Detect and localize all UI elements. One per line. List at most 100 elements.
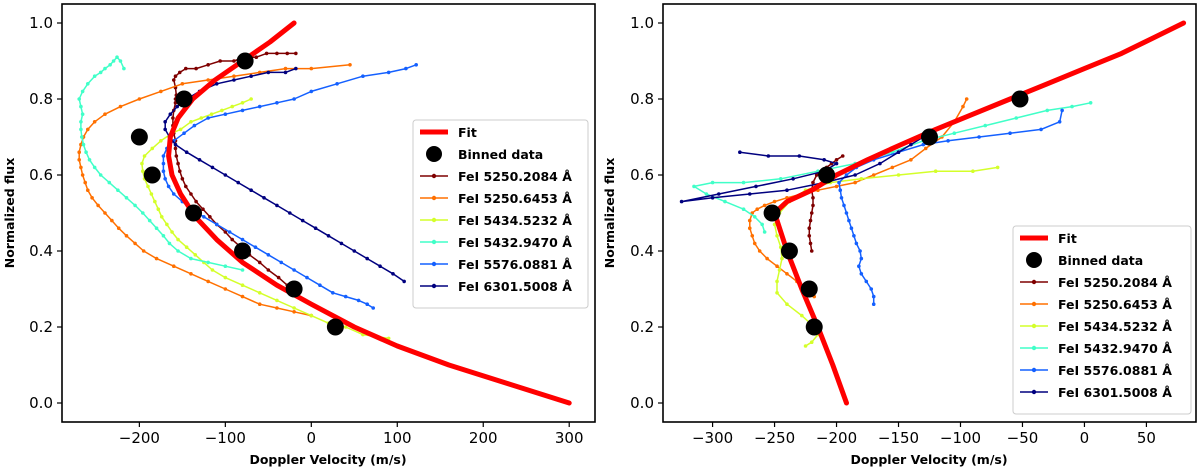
right-series-fe-5250-2084-point bbox=[808, 241, 813, 246]
right-series-fe-5434-5232-point bbox=[803, 344, 808, 348]
left-legend-fe-6301-5008-marker bbox=[431, 283, 437, 289]
left-series-fe-5434-5232-point bbox=[199, 116, 204, 120]
right-binned-point bbox=[921, 128, 938, 146]
right-series-fe-5576-0881-point bbox=[1057, 120, 1062, 124]
left-series-fe-5250-6453-point bbox=[159, 89, 163, 94]
left-series-fe-5250-2084-point bbox=[177, 70, 182, 75]
right-x-tick-label: −150 bbox=[878, 429, 919, 447]
left-series-fe-5432-9470-point bbox=[79, 135, 84, 139]
left-x-axis-label: Doppler Velocity (m/s) bbox=[249, 452, 406, 467]
left-series-fe-5434-5232-line bbox=[141, 98, 389, 340]
left-legend-label: FeI 5432.9470 Å bbox=[458, 235, 572, 250]
left-series-fe-5576-0881-point bbox=[386, 70, 391, 75]
left-legend: Fit Binned data FeI 5250.2084 Å FeI 5250… bbox=[412, 119, 589, 309]
left-series-fe-5432-9470-point bbox=[206, 260, 210, 265]
left-series-fe-5250-2084-point bbox=[171, 116, 175, 120]
left-series-fe-5250-2084-point bbox=[276, 275, 281, 280]
right-binned-point bbox=[805, 318, 823, 336]
left-series-fe-5250-6453-point bbox=[189, 272, 193, 276]
right-legend-label: FeI 5250.6453 Å bbox=[1058, 297, 1172, 312]
right-y-tick-label: 0.6 bbox=[630, 166, 654, 184]
left-series-fe-5432-9470-point bbox=[154, 226, 159, 230]
left-series-fe-6301-5008-point bbox=[339, 241, 344, 246]
left-series-fe-5250-6453-point bbox=[85, 127, 90, 132]
left-series-fe-6301-5008-point bbox=[300, 218, 305, 223]
left-series-fe-6301-5008-point bbox=[163, 127, 167, 132]
right-series-fe-6301-5008-point bbox=[896, 150, 901, 154]
right-x-tick-label: 50 bbox=[1137, 429, 1156, 447]
right-series-fe-6301-5008-line bbox=[680, 128, 937, 203]
left-series-fe-5432-9470-point bbox=[240, 268, 245, 272]
left-series-fe-5250-6453-point bbox=[133, 241, 137, 246]
left-series-fe-5250-2084-point bbox=[232, 59, 236, 63]
right-legend-label: FeI 5576.0881 Å bbox=[1058, 363, 1172, 378]
right-series-fe-5576-0881-point bbox=[844, 211, 849, 215]
right-legend-fe-5250-6453-marker bbox=[1031, 301, 1037, 307]
right-series-fe-6301-5008-point bbox=[878, 161, 882, 166]
left-plot-marks: −200 −100 0 100 200 300 0.0 0.2 0.4 0.6 0.8 1.0 bbox=[29, 14, 583, 447]
right-x-tick-label: −100 bbox=[940, 429, 981, 447]
left-series-fe-5250-6453-point bbox=[80, 173, 85, 177]
right-series-fe-6301-5008-point bbox=[853, 173, 857, 177]
left-series-fe-5434-5232-point bbox=[146, 184, 150, 189]
right-series-fe-5250-6453-point bbox=[747, 226, 752, 230]
right-series-fe-5250-6453-point bbox=[964, 97, 969, 101]
right-series-fe-5432-9470-point bbox=[952, 131, 957, 135]
left-series-fe-5434-5232-point bbox=[240, 101, 245, 105]
left-panel: −200 −100 0 100 200 300 0.0 0.2 0.4 0.6 0.8 1.0 Dop… bbox=[2, 3, 596, 467]
right-series-fe-6301-5008-point bbox=[738, 150, 742, 154]
left-series-fe-6301-5008-point bbox=[249, 188, 253, 192]
left-binned-point bbox=[130, 128, 148, 146]
left-series-fe-5250-2084-point bbox=[173, 146, 178, 151]
right-series-fe-5576-0881-point bbox=[1060, 108, 1064, 113]
right-series-fe-5434-5232-point bbox=[896, 173, 901, 177]
left-series-fe-5250-2084-point bbox=[294, 51, 298, 56]
left-series-fe-5434-5232-point bbox=[142, 154, 147, 158]
left-series-fe-5250-2084-point bbox=[264, 51, 269, 56]
left-y-tick-label: 0.6 bbox=[29, 166, 53, 184]
left-series-fe-5432-9470-point bbox=[98, 173, 103, 177]
right-plot-frame bbox=[662, 3, 1197, 423]
left-series-fe-5250-2084-point bbox=[254, 55, 259, 59]
left-series-fe-5576-0881-point bbox=[166, 184, 171, 189]
left-legend-fe-5250-2084-marker bbox=[431, 173, 437, 179]
left-series-fe-5434-5232-point bbox=[156, 207, 161, 211]
left-series-fe-5250-2084-point bbox=[275, 51, 279, 56]
left-series-fe-5432-9470-point bbox=[107, 180, 112, 185]
right-series-fe-5432-9470-point bbox=[1070, 104, 1074, 109]
right-series-fe-5250-6453-line bbox=[749, 98, 968, 298]
left-legend-fe-5250-6453-marker bbox=[431, 195, 437, 201]
left-series-fe-6301-5008-point bbox=[262, 196, 266, 200]
left-series-fe-5250-6453-point bbox=[79, 142, 83, 147]
right-series-fe-5250-2084-point bbox=[807, 226, 812, 230]
left-x-tick-label: −200 bbox=[119, 429, 160, 447]
left-series-fe-6301-5008-point bbox=[294, 66, 298, 71]
left-series-fe-5250-2084-point bbox=[180, 177, 185, 181]
left-series-fe-5250-2084-point bbox=[218, 59, 222, 63]
left-series-fe-5250-6453-point bbox=[85, 188, 90, 192]
left-series-fe-5576-0881-point bbox=[305, 275, 309, 280]
left-series-fe-6301-5008-point bbox=[326, 234, 331, 238]
left-series-fe-5576-0881-point bbox=[404, 66, 408, 71]
left-series-fe-5576-0881-point bbox=[171, 192, 176, 196]
left-series-fe-5250-6453-point bbox=[292, 310, 296, 314]
left-series-fe-5250-2084-point bbox=[194, 199, 198, 204]
left-series-fe-5250-2084-point bbox=[208, 215, 212, 219]
right-binned-point bbox=[818, 166, 836, 184]
left-series-fe-5576-0881-point bbox=[292, 268, 296, 272]
left-series-fe-5576-0881-point bbox=[279, 260, 284, 265]
right-series-fe-5432-9470-point bbox=[704, 192, 709, 196]
right-series-fe-5434-5232-point bbox=[933, 169, 938, 173]
left-series-fe-5432-9470-point bbox=[79, 104, 83, 109]
left-series-fe-5250-6453-point bbox=[232, 74, 236, 78]
left-series-fe-6301-5008-point bbox=[378, 264, 382, 269]
left-series-fe-5434-5232-point bbox=[223, 275, 228, 280]
left-series-fe-5250-6453-point bbox=[257, 302, 262, 307]
left-y-tick-label: 0.0 bbox=[29, 394, 53, 412]
right-series-fe-5250-2084-point bbox=[840, 154, 845, 158]
left-series-fe-5250-6453-point bbox=[77, 150, 81, 154]
right-series-fe-5250-6453-point bbox=[785, 272, 789, 276]
left-series-fe-5576-0881-point bbox=[163, 177, 167, 181]
right-series-fe-5576-0881-point bbox=[921, 142, 926, 147]
right-series-fe-6301-5008-point bbox=[766, 154, 771, 158]
